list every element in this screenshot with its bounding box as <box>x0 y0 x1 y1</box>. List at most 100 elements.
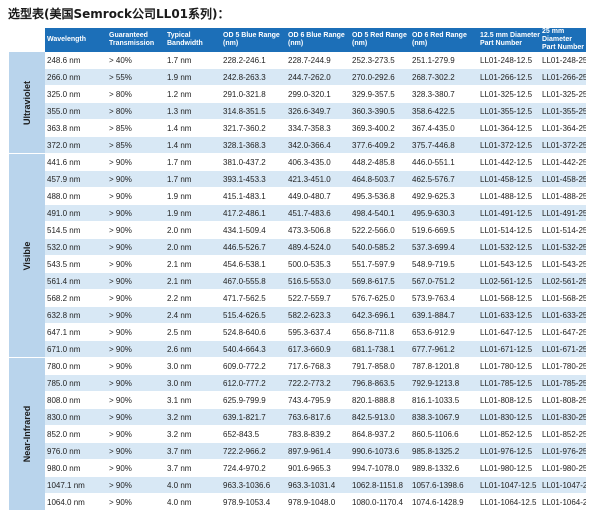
cell-transmission: > 90% <box>107 221 165 239</box>
cell-wavelength: 671.0 nm <box>45 340 107 358</box>
cell-part-25mm: LL01-266-25 <box>540 68 586 86</box>
group-label: Near-Infrared <box>22 405 32 463</box>
cell-od6-blue: 617.3-660.9 <box>286 340 350 358</box>
cell-part-12mm: LL01-372-12.5 <box>478 136 540 154</box>
cell-od5-red: 864.8-937.2 <box>350 425 410 443</box>
table-row: 491.0 nm > 90% 1.9 nm 417.2-486.1 451.7-483.… <box>9 204 586 222</box>
cell-part-12mm: LL01-633-12.5 <box>478 306 540 324</box>
cell-part-25mm: LL01-364-25 <box>540 119 586 137</box>
cell-od5-red: 551.7-597.9 <box>350 255 410 273</box>
cell-od6-blue: 244.7-262.0 <box>286 68 350 86</box>
cell-od5-red: 270.0-292.6 <box>350 68 410 86</box>
cell-transmission: > 80% <box>107 102 165 120</box>
cell-transmission: > 90% <box>107 204 165 222</box>
cell-wavelength: 780.0 nm <box>45 357 107 375</box>
cell-part-12mm: LL01-458-12.5 <box>478 170 540 188</box>
table-row: 363.8 nm > 85% 1.4 nm 321.7-360.2 334.7-358.… <box>9 119 586 137</box>
cell-od5-blue: 381.0-437.2 <box>221 153 286 171</box>
cell-transmission: > 90% <box>107 374 165 392</box>
cell-part-25mm: LL01-830-25 <box>540 408 586 426</box>
cell-od5-blue: 652-843.5 <box>221 425 286 443</box>
cell-od5-red: 498.4-540.1 <box>350 204 410 222</box>
header-guaranteed-transmission: Guaranteed Transmission <box>107 28 165 52</box>
group-label: Visible <box>22 241 32 270</box>
cell-od5-blue: 291.0-321.8 <box>221 85 286 103</box>
cell-od6-blue: 421.3-451.0 <box>286 170 350 188</box>
cell-od6-blue: 451.7-483.6 <box>286 204 350 222</box>
cell-bandwidth: 3.0 nm <box>165 374 221 392</box>
table-row: 647.1 nm > 90% 2.5 nm 524.8-640.6 595.3-637.… <box>9 323 586 341</box>
cell-bandwidth: 1.4 nm <box>165 136 221 154</box>
cell-od5-red: 329.9-357.5 <box>350 85 410 103</box>
cell-part-25mm: LL01-785-25 <box>540 374 586 392</box>
group-label: Ultraviolet <box>22 80 32 125</box>
cell-part-12mm: LL01-976-12.5 <box>478 442 540 460</box>
header-wavelength: Wavelength <box>45 28 107 52</box>
cell-part-25mm: LL01-671-25 <box>540 340 586 358</box>
cell-od5-blue: 639.1-821.7 <box>221 408 286 426</box>
cell-part-25mm: LL01-852-25 <box>540 425 586 443</box>
cell-part-25mm: LL01-568-25 <box>540 289 586 307</box>
cell-bandwidth: 1.7 nm <box>165 153 221 171</box>
cell-od6-blue: 516.5-553.0 <box>286 272 350 290</box>
cell-wavelength: 785.0 nm <box>45 374 107 392</box>
cell-transmission: > 90% <box>107 493 165 511</box>
cell-od6-red: 792.9-1213.8 <box>410 374 478 392</box>
cell-part-12mm: LL01-780-12.5 <box>478 357 540 375</box>
cell-od6-blue: 299.0-320.1 <box>286 85 350 103</box>
cell-od5-red: 994.7-1078.0 <box>350 459 410 477</box>
cell-od5-blue: 612.0-777.2 <box>221 374 286 392</box>
cell-transmission: > 90% <box>107 442 165 460</box>
group-label-cell: Visible <box>9 153 45 358</box>
table-row: 808.0 nm > 90% 3.1 nm 625.9-799.9 743.4-795.… <box>9 391 586 409</box>
table-row: 561.4 nm > 90% 2.1 nm 467.0-555.8 516.5-553.… <box>9 272 586 290</box>
table-row: 1064.0 nm > 90% 4.0 nm 978.9-1053.4 978.9-10… <box>9 493 586 511</box>
cell-transmission: > 90% <box>107 408 165 426</box>
cell-wavelength: 976.0 nm <box>45 442 107 460</box>
cell-part-25mm: LL01-808-25 <box>540 391 586 409</box>
cell-transmission: > 85% <box>107 136 165 154</box>
cell-od6-red: 537.3-699.4 <box>410 238 478 256</box>
cell-od5-red: 522.2-566.0 <box>350 221 410 239</box>
cell-bandwidth: 1.7 nm <box>165 170 221 188</box>
cell-od5-blue: 393.1-453.3 <box>221 170 286 188</box>
cell-od5-blue: 722.2-966.2 <box>221 442 286 460</box>
cell-bandwidth: 1.9 nm <box>165 204 221 222</box>
cell-od6-red: 838.3-1067.9 <box>410 408 478 426</box>
cell-part-12mm: LL01-514-12.5 <box>478 221 540 239</box>
cell-part-25mm: LL01-1064-25 <box>540 493 586 511</box>
cell-od6-blue: 783.8-839.2 <box>286 425 350 443</box>
cell-bandwidth: 1.4 nm <box>165 119 221 137</box>
table-row: Visible 441.6 nm > 90% 1.7 nm 381.0-437.2 406… <box>9 153 586 358</box>
cell-wavelength: 355.0 nm <box>45 102 107 120</box>
cell-od5-red: 369.3-400.2 <box>350 119 410 137</box>
cell-transmission: > 90% <box>107 391 165 409</box>
header-typical-bandwidth: Typical Bandwidth <box>165 28 221 52</box>
cell-bandwidth: 1.3 nm <box>165 102 221 120</box>
table-row: Near-Infrared 780.0 nm > 90% 3.0 nm 609.0-77… <box>9 357 586 511</box>
cell-od5-red: 990.6-1073.6 <box>350 442 410 460</box>
cell-od5-red: 464.8-503.7 <box>350 170 410 188</box>
cell-wavelength: 491.0 nm <box>45 204 107 222</box>
cell-wavelength: 543.5 nm <box>45 255 107 273</box>
cell-od5-red: 576.7-625.0 <box>350 289 410 307</box>
cell-od5-red: 820.1-888.8 <box>350 391 410 409</box>
table-row: 830.0 nm > 90% 3.2 nm 639.1-821.7 763.6-817.… <box>9 408 586 426</box>
cell-part-25mm: LL01-248-25 <box>540 52 586 69</box>
cell-od6-blue: 963.3-1031.4 <box>286 476 350 494</box>
cell-part-25mm: LL01-325-25 <box>540 85 586 103</box>
cell-part-25mm: LL01-355-25 <box>540 102 586 120</box>
table-row: 976.0 nm > 90% 3.7 nm 722.2-966.2 897.9-961.… <box>9 442 586 460</box>
cell-od6-red: 989.8-1332.6 <box>410 459 478 477</box>
cell-bandwidth: 3.0 nm <box>165 357 221 375</box>
cell-bandwidth: 1.2 nm <box>165 85 221 103</box>
cell-bandwidth: 3.2 nm <box>165 425 221 443</box>
header-od6-blue: OD 6 Blue Range (nm) <box>286 28 350 52</box>
cell-bandwidth: 2.1 nm <box>165 255 221 273</box>
cell-od6-red: 1057.6-1398.6 <box>410 476 478 494</box>
cell-bandwidth: 2.1 nm <box>165 272 221 290</box>
cell-transmission: > 90% <box>107 306 165 324</box>
cell-od5-red: 681.1-738.1 <box>350 340 410 358</box>
cell-od5-red: 360.3-390.5 <box>350 102 410 120</box>
cell-bandwidth: 2.2 nm <box>165 289 221 307</box>
